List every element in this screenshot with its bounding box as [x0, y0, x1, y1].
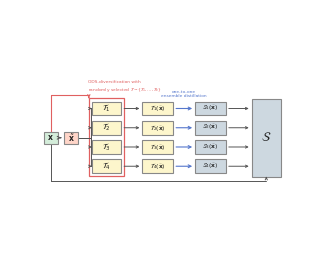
Bar [142, 140, 173, 154]
Text: $\mathcal{T}_4$: $\mathcal{T}_4$ [102, 161, 111, 172]
Text: one-to-one
ensemble distillation: one-to-one ensemble distillation [161, 90, 207, 99]
Bar [142, 121, 173, 135]
Bar [142, 159, 173, 173]
Bar [195, 140, 226, 154]
Bar [195, 159, 226, 173]
Text: $\mathcal{S}$: $\mathcal{S}$ [261, 131, 271, 144]
Bar [195, 102, 226, 115]
Bar [252, 99, 281, 177]
Text: $\mathcal{T}_2(\tilde{\mathbf{x}})$: $\mathcal{T}_2(\tilde{\mathbf{x}})$ [150, 123, 166, 133]
Text: $\mathcal{S}_4(\tilde{\mathbf{x}})$: $\mathcal{S}_4(\tilde{\mathbf{x}})$ [202, 162, 219, 171]
Text: $\mathcal{T}_2$: $\mathcal{T}_2$ [102, 122, 111, 133]
Bar [44, 132, 58, 144]
Text: $\mathcal{T}_3(\tilde{\mathbf{x}})$: $\mathcal{T}_3(\tilde{\mathbf{x}})$ [150, 142, 166, 152]
Text: $\mathcal{S}_1(\tilde{\mathbf{x}})$: $\mathcal{S}_1(\tilde{\mathbf{x}})$ [202, 104, 219, 113]
Bar [64, 132, 78, 144]
Text: $\mathcal{S}_3(\tilde{\mathbf{x}})$: $\mathcal{S}_3(\tilde{\mathbf{x}})$ [202, 142, 219, 152]
Text: $\tilde{\mathbf{x}}$: $\tilde{\mathbf{x}}$ [68, 132, 74, 144]
Bar [92, 159, 121, 173]
Text: $\mathcal{T}_3$: $\mathcal{T}_3$ [102, 141, 111, 153]
Bar [92, 121, 121, 135]
Text: $\mathcal{T}_1(\tilde{\mathbf{x}})$: $\mathcal{T}_1(\tilde{\mathbf{x}})$ [150, 103, 166, 113]
Text: $\mathbf{x}$: $\mathbf{x}$ [47, 133, 54, 142]
Bar [92, 140, 121, 154]
Bar [89, 99, 124, 176]
Text: $\mathcal{T}_4(\tilde{\mathbf{x}})$: $\mathcal{T}_4(\tilde{\mathbf{x}})$ [150, 161, 166, 171]
Bar [142, 102, 173, 115]
Text: ODS-diversification with
randomly selected $\mathcal{T} \sim \{\mathcal{T}_1, \l: ODS-diversification with randomly select… [88, 80, 162, 94]
Text: $\mathcal{T}_1$: $\mathcal{T}_1$ [102, 103, 111, 114]
Bar [195, 121, 226, 135]
Bar [92, 102, 121, 115]
Text: $\mathcal{S}_2(\tilde{\mathbf{x}})$: $\mathcal{S}_2(\tilde{\mathbf{x}})$ [202, 123, 219, 132]
